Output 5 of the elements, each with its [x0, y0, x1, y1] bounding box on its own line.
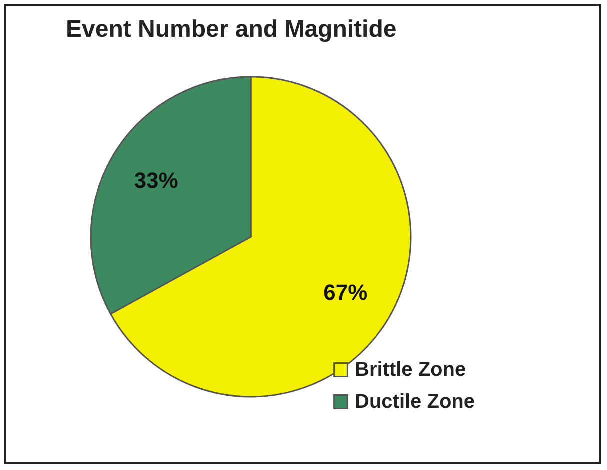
legend-label: Ductile Zone	[355, 391, 476, 413]
data-label: 67%	[324, 280, 368, 305]
data-label: 33%	[134, 168, 178, 194]
chart-title: Event Number and Magnitide	[66, 16, 397, 43]
legend-label: Brittle Zone	[355, 359, 466, 381]
